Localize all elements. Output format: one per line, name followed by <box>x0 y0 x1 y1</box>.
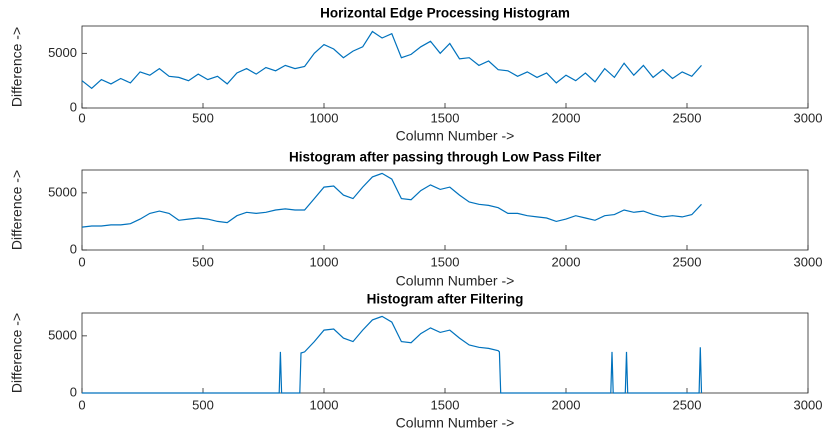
x-tick-label: 0 <box>78 254 85 269</box>
x-tick-label: 500 <box>192 110 214 125</box>
y-tick-label: 0 <box>70 241 77 256</box>
axes-box <box>81 312 809 394</box>
x-tick-label: 2500 <box>673 397 702 412</box>
y-tick-label: 5000 <box>48 184 77 199</box>
x-axis-label: Column Number -> <box>396 415 515 431</box>
y-tick-label: 0 <box>70 384 77 399</box>
x-tick-label: 2000 <box>552 110 581 125</box>
x-tick-label: 1000 <box>310 397 339 412</box>
chart-title: Histogram after Filtering <box>367 292 524 307</box>
y-tick-label: 5000 <box>48 45 77 60</box>
y-axis-label: Difference -> <box>9 170 25 250</box>
x-tick-label: 2500 <box>673 110 702 125</box>
y-axis-label: Difference -> <box>9 313 25 393</box>
x-tick-label: 500 <box>192 397 214 412</box>
data-line <box>82 315 703 394</box>
axes-box <box>81 169 809 251</box>
chart-title: Horizontal Edge Processing Histogram <box>320 6 570 21</box>
x-tick-label: 1500 <box>431 110 460 125</box>
axes-box <box>81 25 809 109</box>
x-tick-label: 0 <box>78 397 85 412</box>
x-tick-label: 1500 <box>431 254 460 269</box>
x-tick-label: 2500 <box>673 254 702 269</box>
x-tick-label: 1000 <box>310 110 339 125</box>
chart-title: Histogram after passing through Low Pass… <box>289 150 602 165</box>
x-axis-label: Column Number -> <box>396 128 515 144</box>
y-tick-label: 0 <box>70 99 77 114</box>
x-tick-label: 1000 <box>310 254 339 269</box>
x-axis-label: Column Number -> <box>396 273 515 289</box>
data-line <box>81 30 702 90</box>
x-tick-label: 2000 <box>552 397 581 412</box>
x-tick-label: 3000 <box>794 254 823 269</box>
x-tick-label: 3000 <box>794 110 823 125</box>
x-tick-label: 500 <box>192 254 214 269</box>
x-tick-label: 2000 <box>552 254 581 269</box>
y-axis-label: Difference -> <box>9 27 25 107</box>
data-line <box>81 172 702 228</box>
y-tick-label: 5000 <box>48 327 77 342</box>
x-tick-label: 1500 <box>431 397 460 412</box>
x-tick-label: 3000 <box>794 397 823 412</box>
x-tick-label: 0 <box>78 110 85 125</box>
